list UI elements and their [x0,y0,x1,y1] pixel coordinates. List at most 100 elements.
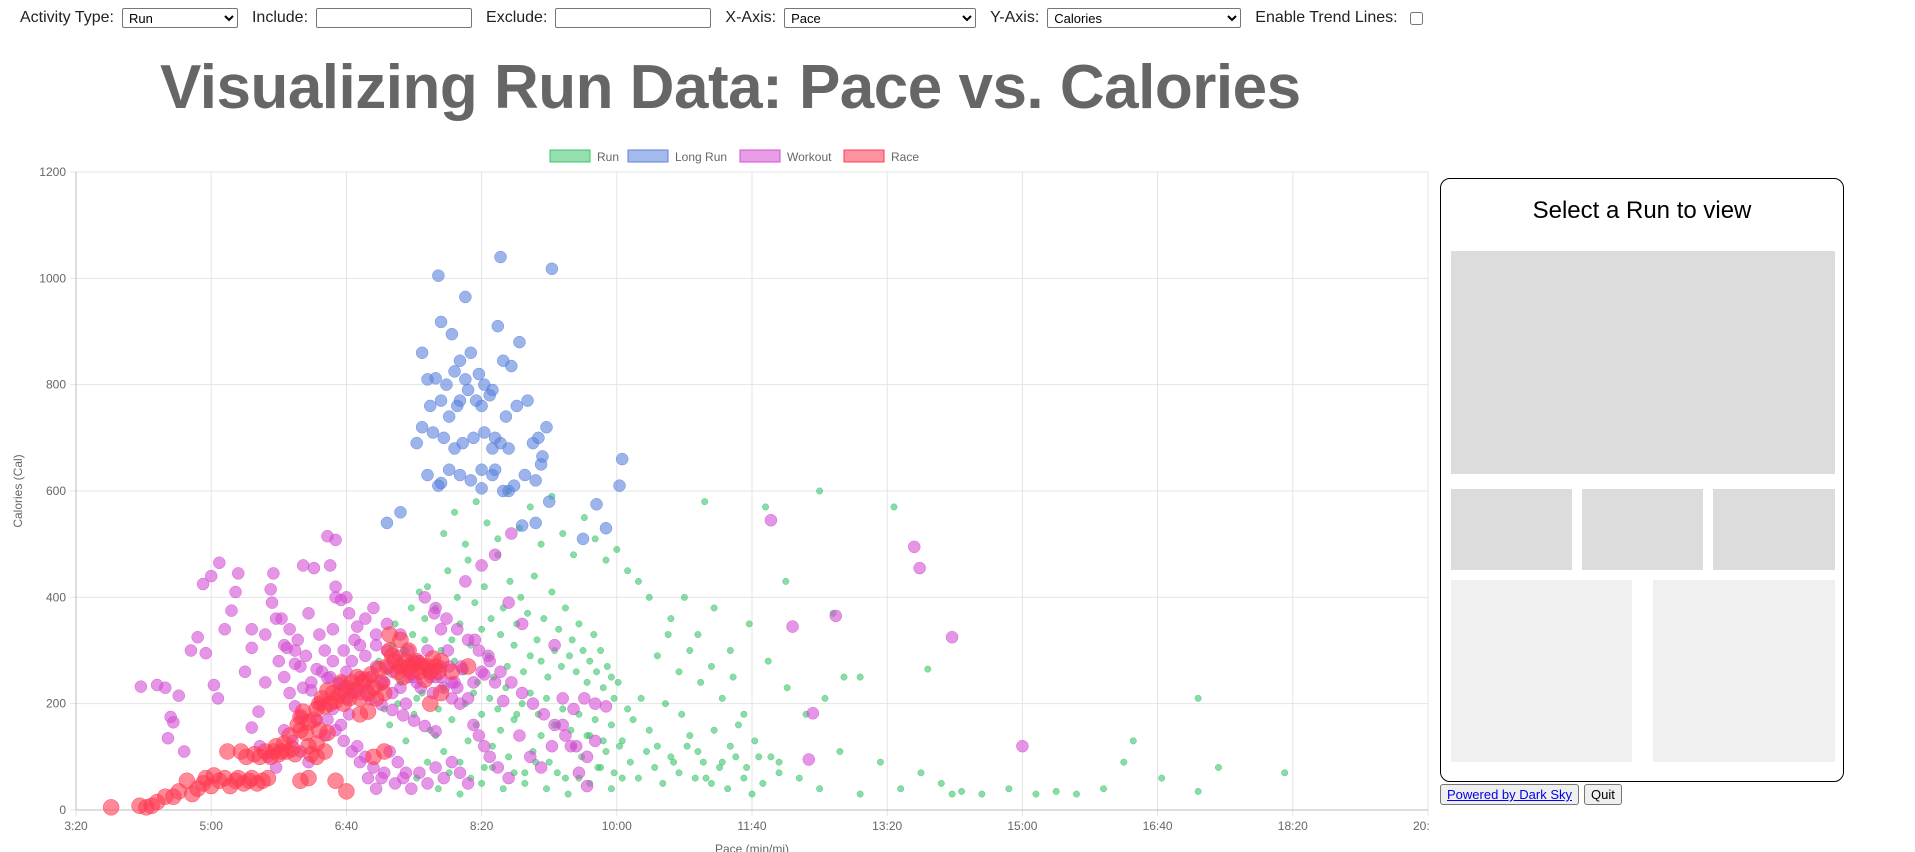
data-point[interactable] [494,250,507,264]
data-point[interactable] [483,389,496,402]
data-point[interactable] [277,670,291,684]
data-point[interactable] [667,615,675,623]
data-point[interactable] [505,359,518,373]
data-point[interactable] [564,790,572,798]
data-point[interactable] [376,684,393,702]
data-point[interactable] [461,777,475,790]
data-point[interactable] [506,577,514,585]
data-point[interactable] [548,588,556,596]
data-point[interactable] [299,649,313,663]
data-point[interactable] [464,346,478,360]
data-point[interactable] [624,567,632,575]
data-point[interactable] [544,673,552,681]
data-point[interactable] [483,519,491,527]
data-point[interactable] [575,620,583,628]
data-point[interactable] [603,663,611,670]
data-point[interactable] [524,750,537,764]
data-point[interactable] [280,641,294,655]
data-point[interactable] [764,657,772,665]
data-point[interactable] [367,601,380,615]
data-point[interactable] [265,596,279,609]
data-point[interactable] [467,676,480,689]
legend-swatch[interactable] [549,149,591,163]
data-point[interactable] [505,527,518,540]
data-point[interactable] [513,335,526,349]
data-point[interactable] [537,540,545,548]
data-point[interactable] [890,503,898,511]
data-point[interactable] [580,779,594,793]
data-point[interactable] [231,567,245,580]
data-point[interactable] [440,748,448,755]
data-point[interactable] [407,604,415,612]
data-point[interactable] [521,779,529,787]
data-point[interactable] [269,612,283,625]
data-point[interactable] [326,654,340,668]
data-point[interactable] [434,394,448,407]
data-point[interactable] [533,636,541,644]
data-point[interactable] [520,668,527,676]
data-point[interactable] [345,654,359,668]
data-point[interactable] [783,684,791,692]
data-point[interactable] [1016,739,1029,753]
data-point[interactable] [591,535,599,543]
data-point[interactable] [323,559,337,572]
data-point[interactable] [440,378,453,391]
data-point[interactable] [634,577,642,585]
data-point[interactable] [1129,737,1137,745]
data-point[interactable] [637,694,645,702]
data-point[interactable] [475,482,488,495]
data-point[interactable] [283,686,296,700]
data-point[interactable] [545,739,559,753]
data-point[interactable] [762,503,769,511]
data-point[interactable] [134,680,148,693]
data-point[interactable] [491,319,505,333]
data-point[interactable] [543,785,550,793]
data-point[interactable] [499,785,507,793]
data-point[interactable] [448,716,456,724]
data-point[interactable] [451,622,464,636]
data-point[interactable] [1073,790,1080,798]
data-point[interactable] [740,710,748,718]
data-point[interactable] [421,468,434,482]
data-point[interactable] [1120,758,1128,766]
data-point[interactable] [678,710,686,718]
data-point[interactable] [591,716,599,724]
data-point[interactable] [369,782,383,795]
data-point[interactable] [459,290,472,304]
data-point[interactable] [432,684,450,702]
data-point[interactable] [478,739,491,753]
data-point[interactable] [740,774,748,782]
data-point[interactable] [524,609,532,617]
data-point[interactable] [259,628,272,641]
scatter-chart[interactable]: 3:20 5:00 6:40 8:20 10:00 11:40 13:20 15:00 16:4… [0,140,1430,852]
data-point[interactable] [369,628,383,641]
data-point[interactable] [424,583,431,591]
data-point[interactable] [521,394,534,407]
data-point[interactable] [445,327,459,341]
data-point[interactable] [670,758,678,766]
data-point[interactable] [229,585,242,599]
data-point[interactable] [487,615,495,623]
data-point[interactable] [359,703,377,720]
data-point[interactable] [945,630,959,644]
data-point[interactable] [488,676,502,689]
data-point[interactable] [502,442,515,455]
data-point[interactable] [434,476,448,490]
data-point[interactable] [502,484,515,498]
data-point[interactable] [418,591,432,604]
data-point[interactable] [359,649,372,663]
data-point[interactable] [686,647,694,654]
data-point[interactable] [659,779,667,787]
data-point[interactable] [590,631,598,638]
data-point[interactable] [386,703,399,717]
data-point[interactable] [529,516,542,530]
data-point[interactable] [651,764,659,771]
data-point[interactable] [483,750,496,764]
data-point[interactable] [345,745,359,758]
trend-lines-checkbox[interactable] [1409,11,1423,25]
data-point[interactable] [645,726,653,734]
data-point[interactable] [767,753,775,761]
data-point[interactable] [315,665,329,679]
data-point[interactable] [213,556,226,570]
data-point[interactable] [410,436,423,450]
